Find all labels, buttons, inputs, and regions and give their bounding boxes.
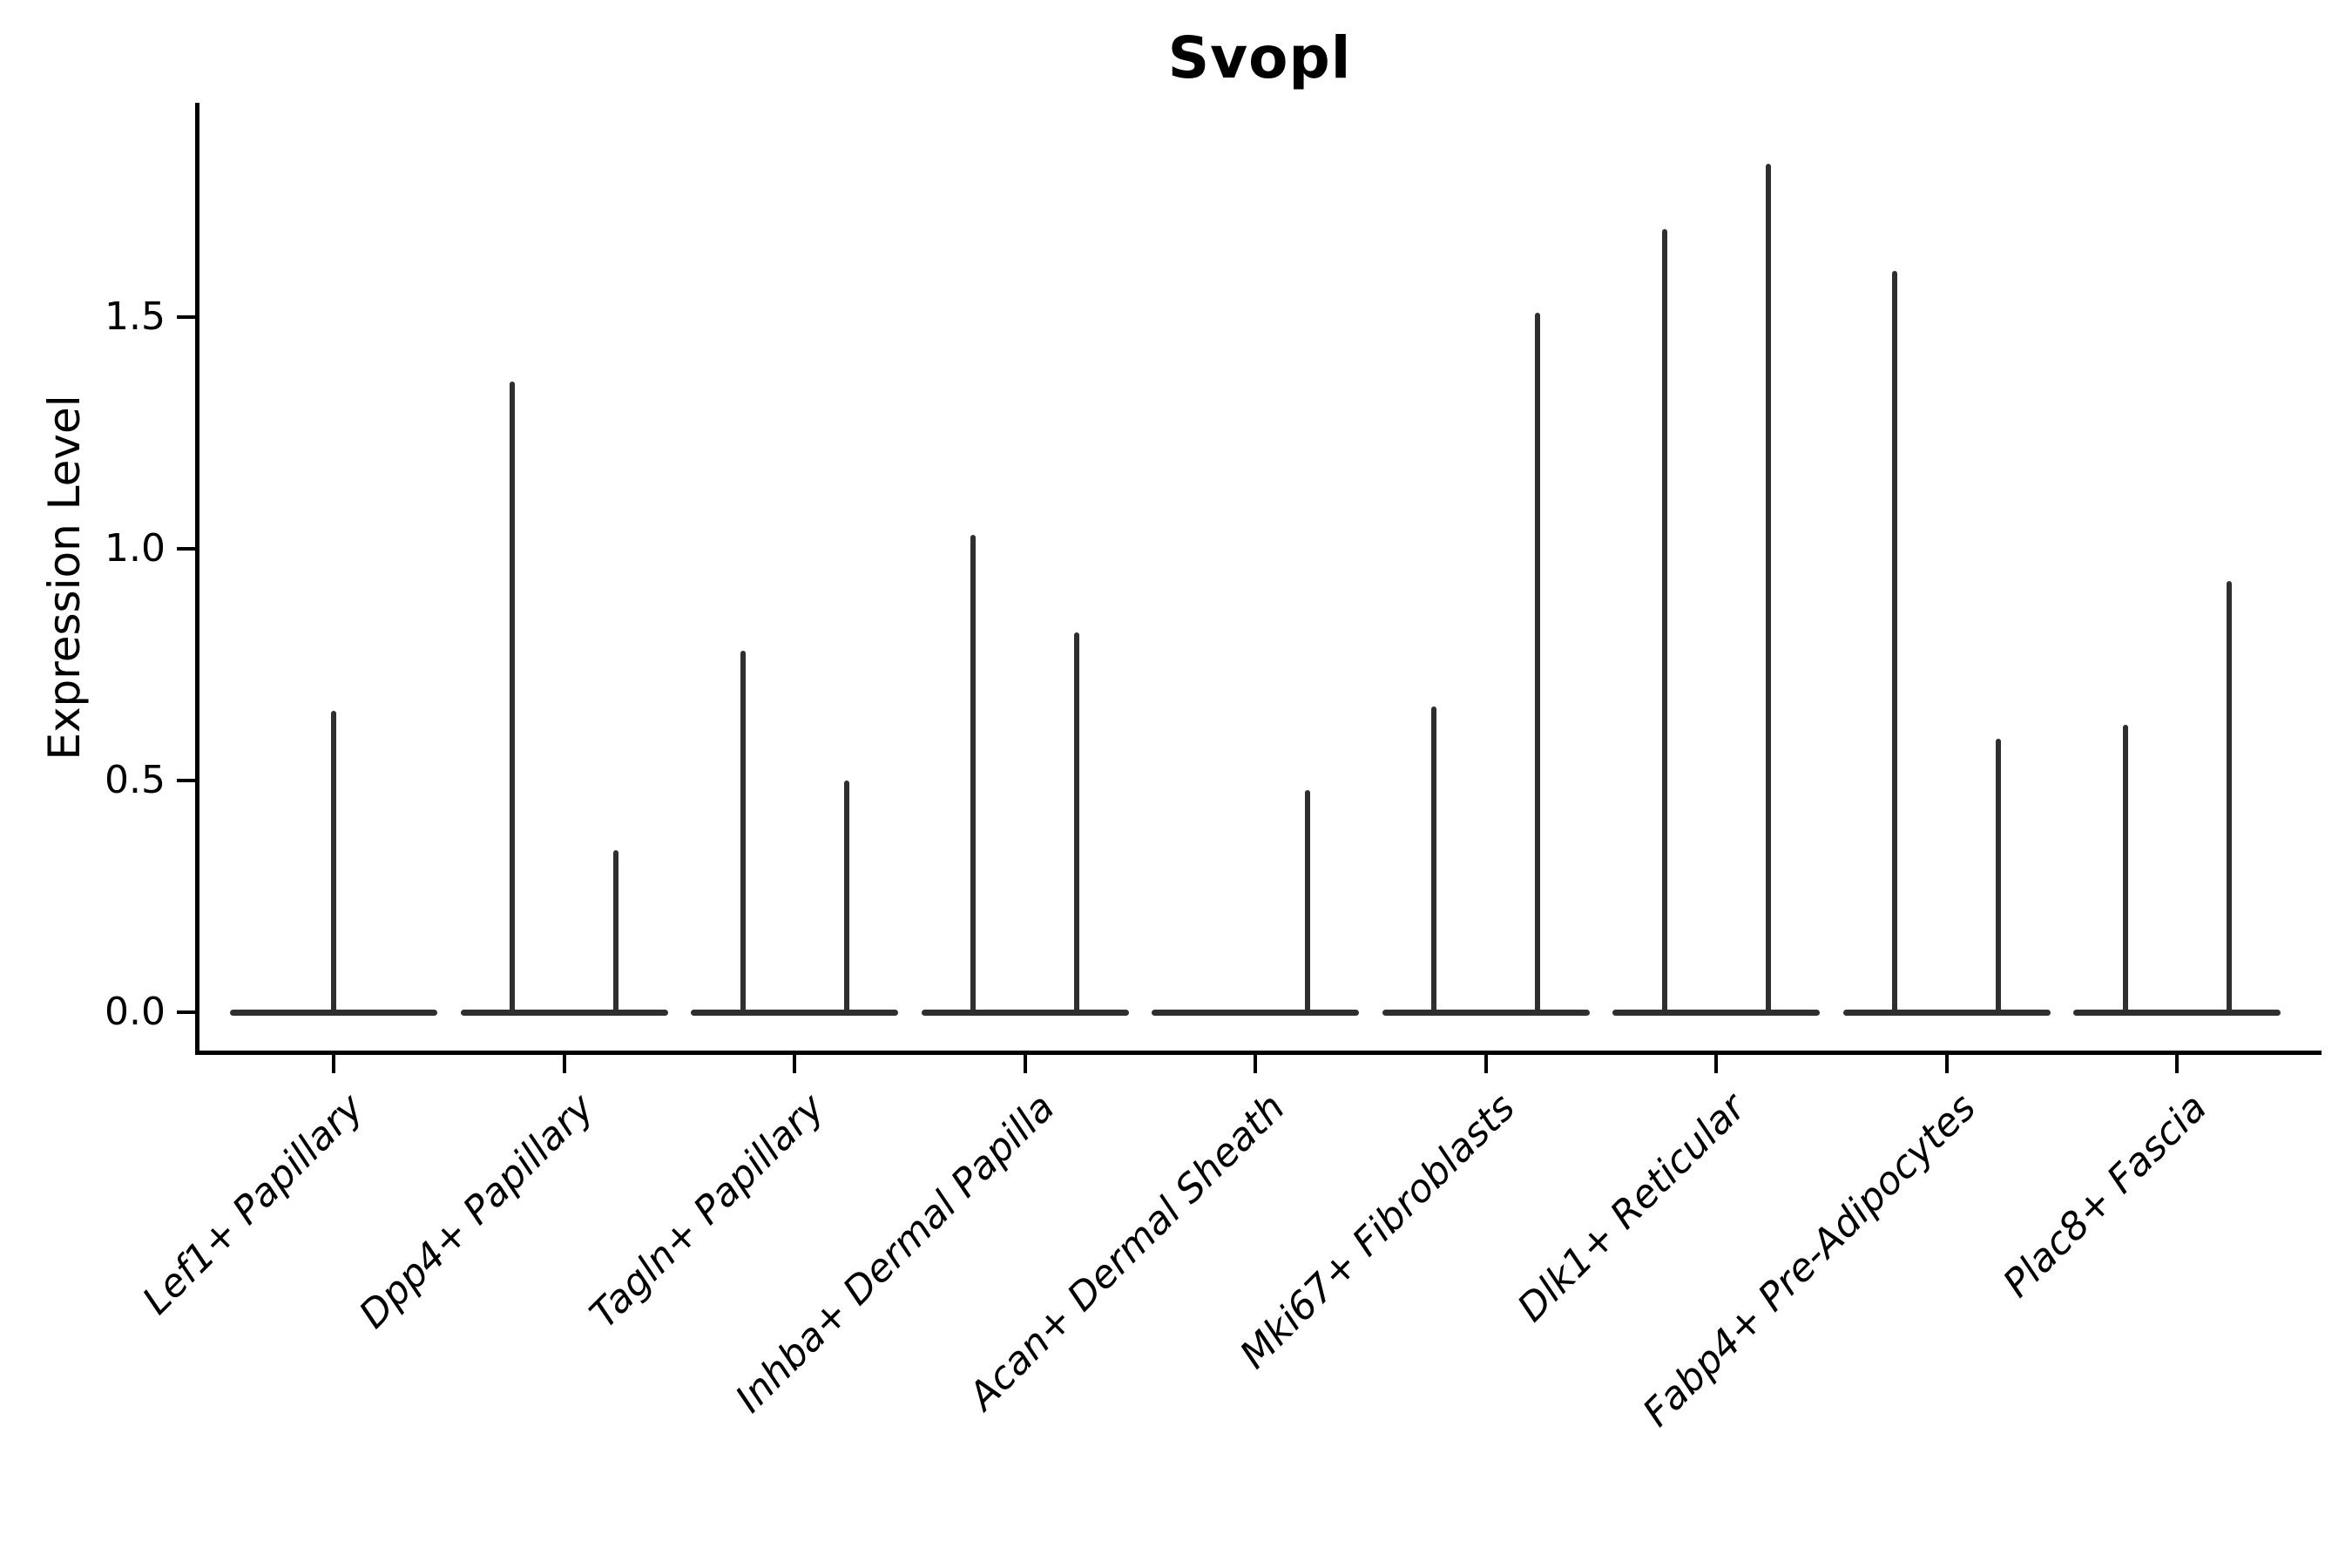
x-tick-label: Tagln+ Papillary [581, 1085, 833, 1337]
violin-base [230, 1009, 437, 1016]
x-tick-mark [793, 1055, 796, 1073]
violin-spike [1431, 706, 1436, 1012]
violin-spike [740, 651, 746, 1012]
violin-spike [1765, 164, 1771, 1012]
violin-base [1842, 1009, 2051, 1016]
y-tick-label: 1.5 [105, 294, 166, 339]
violin-spike [1304, 789, 1310, 1012]
violin-spike [843, 781, 849, 1012]
violin-spike [613, 849, 618, 1012]
violin-spike [1074, 632, 1079, 1012]
x-tick-label: Lef1+ Papillary [133, 1085, 372, 1323]
violin-spike [2226, 581, 2232, 1012]
violin-spike [970, 535, 976, 1012]
violin-base [1612, 1009, 1820, 1016]
violin-spike [1535, 312, 1540, 1012]
violin-base [921, 1009, 1129, 1016]
x-tick-label: Plac8+ Fascia [1994, 1085, 2215, 1307]
chart-title: Svopl [1167, 24, 1352, 91]
violin-base [460, 1009, 668, 1016]
violin-spike [1892, 270, 1897, 1012]
y-tick-mark [177, 315, 195, 319]
y-tick-label: 0.5 [105, 758, 166, 802]
y-tick-mark [177, 1010, 195, 1014]
x-tick-mark [1944, 1055, 1949, 1073]
y-axis-line [195, 103, 199, 1055]
violin-spike [510, 382, 515, 1012]
violin-spike [1996, 739, 2001, 1012]
y-tick-label: 1.0 [105, 526, 166, 571]
x-axis-line [195, 1051, 2322, 1055]
violin-base [691, 1009, 898, 1016]
y-tick-label: 0.0 [105, 990, 166, 1034]
violin-spike [331, 711, 336, 1012]
violin-base [1382, 1009, 1590, 1016]
violin-spike [2122, 725, 2128, 1012]
x-tick-mark [1254, 1055, 1257, 1073]
y-tick-mark [177, 547, 195, 551]
x-tick-label: Dpp4+ Papillary [350, 1085, 603, 1337]
x-tick-mark [1023, 1055, 1027, 1073]
x-tick-label: Dlk1+ Reticular [1509, 1085, 1754, 1331]
violin-spike [1661, 228, 1667, 1012]
x-tick-mark [1714, 1055, 1718, 1073]
x-tick-mark [562, 1055, 566, 1073]
x-tick-mark [332, 1055, 335, 1073]
y-axis-label: Expression Level [39, 395, 90, 760]
x-tick-mark [1484, 1055, 1488, 1073]
x-tick-mark [2175, 1055, 2179, 1073]
y-tick-mark [177, 779, 195, 782]
violin-base [1152, 1009, 1359, 1016]
violin-base [2073, 1009, 2281, 1016]
